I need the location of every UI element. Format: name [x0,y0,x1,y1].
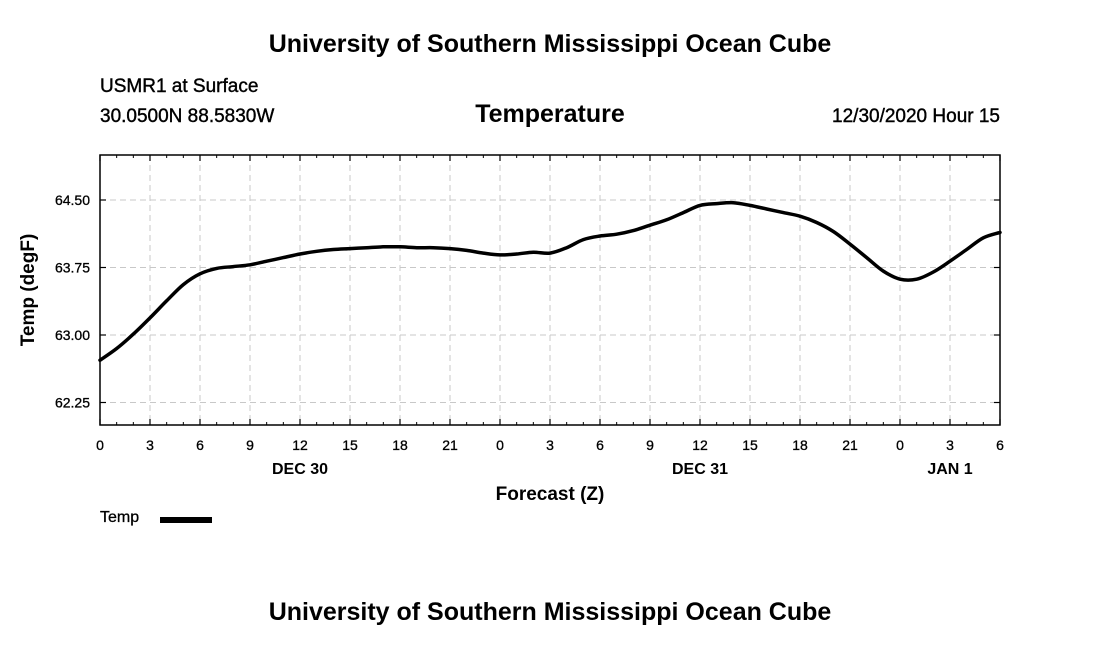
x-tick-label: 3 [946,437,954,453]
x-tick-label: 18 [392,437,408,453]
y-tick-label: 62.25 [55,395,90,411]
legend-swatch [160,517,212,523]
x-tick-label: 0 [896,437,904,453]
date-label: DEC 30 [272,461,328,478]
series-line-temp [98,200,1002,362]
x-tick-label: 6 [996,437,1004,453]
timestamp-label: 12/30/2020 Hour 15 [832,106,1000,127]
y-axis-label: Temp (degF) [18,234,39,347]
y-tick-label: 63.75 [55,260,90,276]
x-tick-label: 0 [96,437,104,453]
x-tick-label: 15 [342,437,358,453]
station-label: USMR1 at Surface [100,76,259,97]
x-tick-label: 12 [292,437,308,453]
x-tick-label: 0 [496,437,504,453]
y-tick-label: 64.50 [55,192,90,208]
footer-title: University of Southern Mississippi Ocean… [268,598,832,626]
y-tick-label: 63.00 [55,327,90,343]
x-axis-label: Forecast (Z) [496,484,605,505]
x-tick-label: 6 [596,437,604,453]
x-tick-label: 18 [792,437,808,453]
x-tick-label: 6 [196,437,204,453]
date-label: JAN 1 [927,461,972,478]
x-tick-label: 21 [842,437,858,453]
chart-title: Temperature [475,100,625,128]
x-tick-label: 12 [692,437,708,453]
page-title: University of Southern Mississippi Ocean… [268,30,832,58]
legend-label: Temp [100,509,140,526]
x-tick-label: 9 [246,437,254,453]
date-label: DEC 31 [672,461,728,478]
x-tick-label: 21 [442,437,458,453]
x-tick-label: 3 [546,437,554,453]
x-tick-label: 9 [646,437,654,453]
coordinates-label: 30.0500N 88.5830W [100,106,275,127]
x-tick-label: 15 [742,437,758,453]
x-tick-label: 3 [146,437,154,453]
